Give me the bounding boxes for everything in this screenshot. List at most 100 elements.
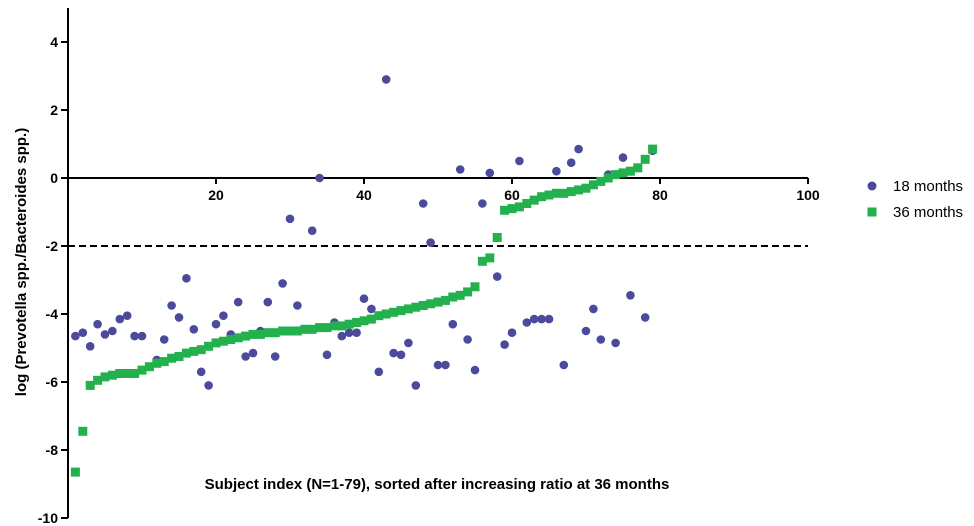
point-18-months <box>566 158 576 167</box>
point-36-months <box>344 319 354 329</box>
point-36-months <box>477 256 487 266</box>
data-marks <box>70 75 658 477</box>
point-18-months <box>463 335 472 344</box>
point-36-months <box>352 318 362 327</box>
point-36-months <box>152 358 162 368</box>
x-tick-label: 100 <box>796 187 820 203</box>
point-36-months <box>329 321 339 331</box>
point-18-months <box>204 381 213 390</box>
point-36-months <box>463 287 473 297</box>
point-36-months <box>115 369 125 378</box>
x-tick-label: 60 <box>504 187 520 203</box>
y-tick-label: 4 <box>50 34 58 50</box>
legend-label: 36 months <box>893 204 963 221</box>
x-tick-label: 20 <box>208 187 224 203</box>
point-36-months <box>174 352 184 361</box>
point-36-months <box>426 299 436 309</box>
point-36-months <box>411 302 421 312</box>
point-36-months <box>611 170 621 180</box>
point-36-months <box>529 195 539 205</box>
point-36-months <box>522 199 532 208</box>
point-36-months <box>248 329 258 339</box>
point-36-months <box>507 204 517 214</box>
point-18-months <box>589 304 598 314</box>
point-36-months <box>255 329 265 339</box>
axes: -10 -8 -6 -4 -2 0 2 4 20 40 60 80 100 <box>38 8 820 526</box>
point-36-months <box>241 331 251 341</box>
point-36-months <box>85 380 95 390</box>
y-tick-label: 0 <box>50 170 58 186</box>
point-18-months <box>559 360 569 370</box>
point-18-months <box>611 338 620 348</box>
point-18-months <box>492 272 502 281</box>
point-36-months <box>559 188 569 198</box>
point-36-months <box>492 233 502 242</box>
point-18-months <box>241 352 250 361</box>
point-36-months <box>403 304 413 314</box>
legend-marker-18-months <box>867 181 877 191</box>
point-18-months <box>404 338 413 348</box>
point-18-months <box>211 319 221 329</box>
point-18-months <box>433 360 443 370</box>
point-18-months <box>322 350 332 360</box>
point-18-months <box>574 144 583 154</box>
point-18-months <box>219 311 228 321</box>
point-36-months <box>448 292 458 302</box>
point-36-months <box>189 346 199 356</box>
point-36-months <box>167 353 177 363</box>
y-axis-title: log (Prevotella spp./Bacteroides spp.) <box>13 128 30 396</box>
point-36-months <box>640 154 650 164</box>
point-36-months <box>285 326 295 336</box>
point-18-months <box>137 331 147 341</box>
point-18-months <box>359 294 369 304</box>
point-18-months <box>196 367 206 377</box>
point-36-months <box>596 176 606 186</box>
point-18-months <box>596 335 606 344</box>
point-36-months <box>396 306 406 316</box>
subject-index-annotation: Subject index (N=1-79), sorted after inc… <box>205 476 670 493</box>
point-18-months <box>529 314 539 324</box>
point-36-months <box>433 297 443 307</box>
y-tick-label: -2 <box>46 238 59 254</box>
point-18-months <box>189 325 199 334</box>
point-18-months <box>108 326 117 336</box>
y-tick-label: -8 <box>46 442 59 458</box>
point-36-months <box>278 326 288 336</box>
point-36-months <box>389 307 399 317</box>
point-36-months <box>470 282 480 292</box>
point-18-months <box>426 238 435 247</box>
point-18-months <box>182 274 191 283</box>
point-36-months <box>144 362 154 372</box>
legend-marker-36-months <box>867 207 877 217</box>
point-18-months <box>448 319 458 329</box>
point-18-months <box>167 301 176 310</box>
point-18-months <box>455 165 465 174</box>
point-36-months <box>633 163 643 173</box>
point-36-months <box>648 144 658 154</box>
point-36-months <box>78 426 88 436</box>
point-36-months <box>130 369 140 378</box>
point-36-months <box>366 314 376 324</box>
point-18-months <box>500 340 509 349</box>
point-18-months <box>307 226 317 235</box>
point-18-months <box>293 301 302 310</box>
point-36-months <box>551 188 561 198</box>
point-36-months <box>581 183 591 193</box>
point-36-months <box>226 335 236 344</box>
point-18-months <box>389 348 398 358</box>
point-36-months <box>307 324 317 334</box>
point-18-months <box>248 348 258 358</box>
point-18-months <box>344 328 354 338</box>
y-tick-label: 2 <box>50 102 58 118</box>
point-18-months <box>537 314 546 324</box>
point-18-months <box>337 331 347 341</box>
point-18-months <box>159 335 169 344</box>
point-36-months <box>566 187 576 197</box>
point-18-months <box>174 313 184 322</box>
point-18-months <box>581 326 591 336</box>
point-18-months <box>470 365 480 375</box>
point-18-months <box>270 352 280 361</box>
point-36-months <box>485 253 495 263</box>
point-18-months <box>93 319 102 329</box>
point-36-months <box>137 365 147 375</box>
